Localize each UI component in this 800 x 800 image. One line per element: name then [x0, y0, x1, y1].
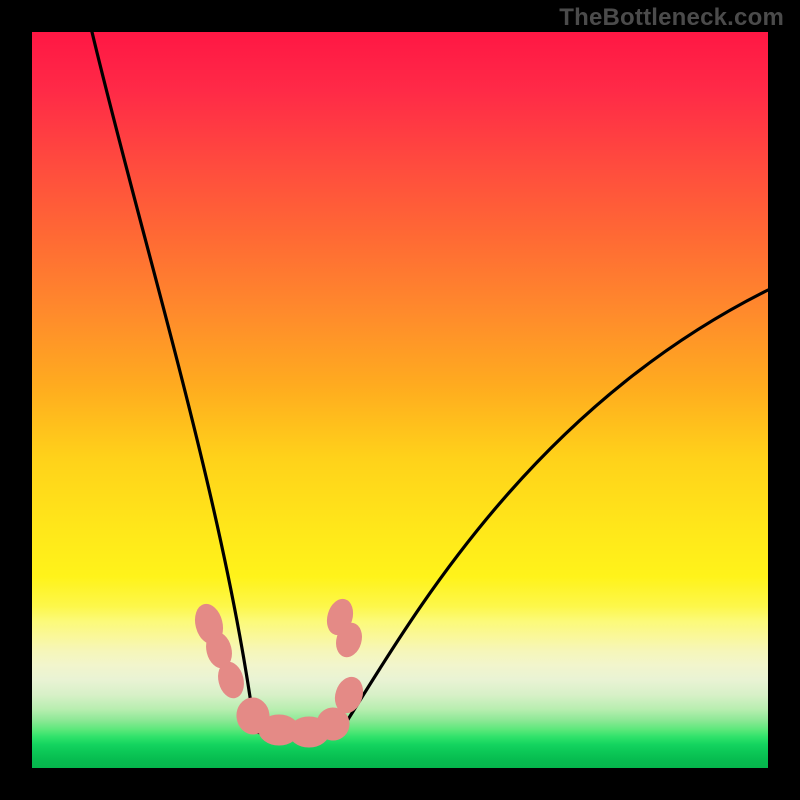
bottleneck-curve [92, 32, 768, 735]
chart-stage: TheBottleneck.com [0, 0, 800, 800]
bottleneck-curve-layer [0, 0, 800, 800]
valley-marker-group [192, 596, 367, 747]
frame-left [0, 0, 32, 800]
watermark-text: TheBottleneck.com [559, 4, 784, 32]
frame-bottom [0, 768, 800, 800]
frame-right [768, 0, 800, 800]
